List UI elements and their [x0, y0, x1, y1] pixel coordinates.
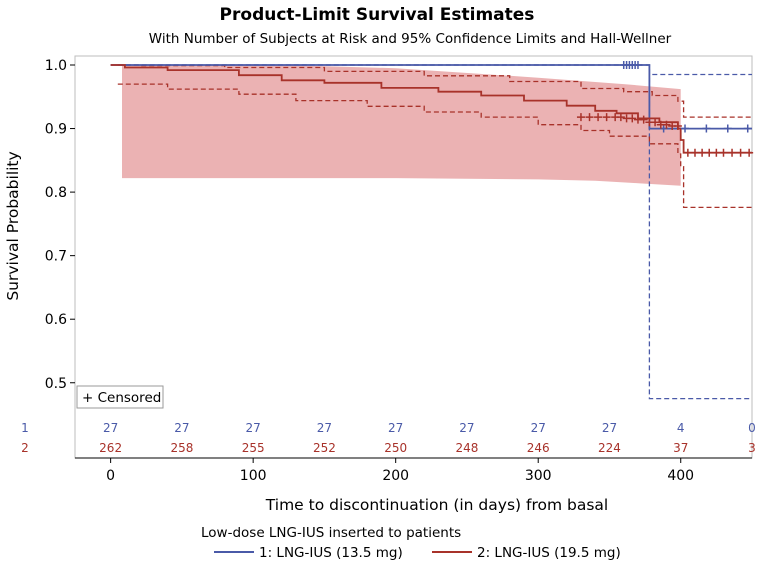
x-axis-ticks: 0 100 200 300 400 [106, 458, 694, 484]
censor-mark-2 [585, 113, 594, 122]
chart-subtitle: With Number of Subjects at Risk and 95% … [149, 31, 672, 47]
x-tick-label: 0 [106, 468, 115, 484]
at-risk-count: 3 [748, 441, 756, 455]
at-risk-count: 252 [313, 441, 336, 455]
at-risk-count: 27 [246, 421, 261, 435]
hall-wellner-band [122, 65, 681, 186]
censor-mark-2 [662, 120, 671, 129]
censor-mark-1 [743, 124, 752, 133]
legend-label-1: 1: LNG-IUS (13.5 mg) [259, 545, 403, 561]
y-tick-label: 0.8 [45, 185, 67, 201]
censor-mark-2 [728, 148, 737, 157]
censor-marks [576, 61, 754, 157]
censor-mark-2 [736, 148, 745, 157]
censor-mark-2 [602, 113, 611, 122]
ci-lower-2 [117, 83, 752, 209]
ci-upper-2 [117, 64, 752, 118]
at-risk-count: 258 [170, 441, 193, 455]
at-risk-count: 0 [748, 421, 756, 435]
at-risk-count: 37 [673, 441, 688, 455]
censor-mark-2 [712, 148, 721, 157]
at-risk-count: 4 [677, 421, 685, 435]
at-risk-count: 250 [384, 441, 407, 455]
censor-mark-2 [594, 113, 603, 122]
censor-mark-2 [673, 122, 682, 131]
y-tick-label: 1.0 [45, 58, 67, 74]
chart-title: Product-Limit Survival Estimates [220, 5, 535, 25]
censor-mark-1 [681, 124, 690, 133]
censor-mark-2 [705, 148, 714, 157]
y-tick-label: 0.5 [45, 376, 67, 392]
censor-mark-2 [576, 113, 585, 122]
at-risk-count: 27 [388, 421, 403, 435]
y-tick-label: 0.9 [45, 122, 67, 138]
censor-mark-1 [723, 124, 732, 133]
at-risk-count: 27 [531, 421, 546, 435]
x-tick-label: 100 [240, 468, 267, 484]
censor-mark-2 [745, 148, 754, 157]
legend: 1: LNG-IUS (13.5 mg) 2: LNG-IUS (19.5 mg) [214, 545, 621, 561]
x-tick-label: 200 [382, 468, 409, 484]
at-risk-count: 246 [527, 441, 550, 455]
at-risk-count: 248 [455, 441, 478, 455]
at-risk-count: 27 [103, 421, 118, 435]
legend-label-2: 2: LNG-IUS (19.5 mg) [477, 545, 621, 561]
censored-legend-label: + Censored [82, 390, 161, 406]
y-tick-label: 0.7 [45, 249, 67, 265]
censored-legend: + Censored [76, 385, 164, 409]
at-risk-count: 27 [602, 421, 617, 435]
at-risk-group-label: 1 [21, 421, 29, 435]
at-risk-table: 1 27 27 27 27 27 27 27 27 4 0 2 262 258 255 252 250 248 24… [21, 421, 756, 455]
censor-mark-2 [698, 148, 707, 157]
hall-wellner-band-area [122, 65, 681, 186]
at-risk-count: 255 [242, 441, 265, 455]
plot-area: 0.50.60.70.80.91.0 1 27 27 27 27 27 27 27 27 4 02 2… [21, 55, 756, 459]
at-risk-count: 27 [317, 421, 332, 435]
x-tick-label: 400 [667, 468, 694, 484]
x-tick-label: 300 [525, 468, 552, 484]
censor-mark-2 [616, 113, 625, 122]
censor-mark-2 [690, 148, 699, 157]
y-axis-ticks: 0.5 0.6 0.7 0.8 0.9 1.0 [45, 58, 75, 392]
legend-title: Low-dose LNG-IUS inserted to patients [201, 525, 461, 541]
y-tick-label: 0.6 [45, 312, 67, 328]
at-risk-count: 262 [99, 441, 122, 455]
survival-curve-1 [110, 64, 752, 130]
censor-mark-2 [651, 118, 660, 127]
censored-legend-box [76, 385, 164, 409]
censor-mark-1 [702, 124, 711, 133]
censor-mark-2 [628, 114, 637, 123]
at-risk-count: 27 [174, 421, 189, 435]
censor-mark-2 [639, 115, 648, 124]
x-axis-label: Time to discontinuation (in days) from b… [265, 496, 608, 514]
censor-mark-2 [719, 148, 728, 157]
at-risk-count: 224 [598, 441, 621, 455]
at-risk-count: 27 [459, 421, 474, 435]
censor-mark-1 [633, 61, 642, 69]
at-risk-group-label: 2 [21, 441, 29, 455]
censor-mark-2 [683, 148, 692, 157]
y-axis-label: Survival Probability [4, 151, 22, 300]
